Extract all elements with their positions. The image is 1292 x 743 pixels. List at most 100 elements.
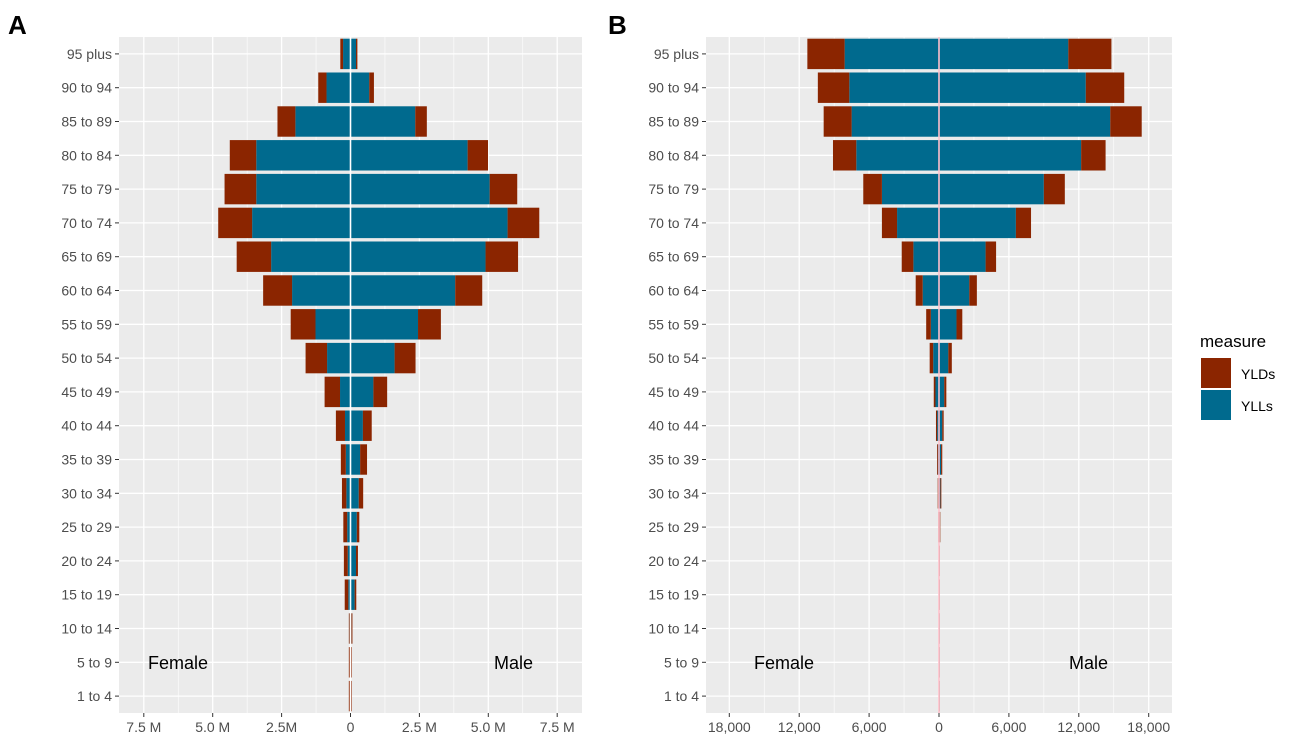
x-tick-label: 0 [935,719,943,735]
bar-ylds-female [236,241,272,272]
panel-a-x-tick-labels: 7.5 M 5.0 M 2.5M 0 2.5 M 5.0 M 7.5 M [126,713,575,735]
panel-a-letter: A [8,10,27,40]
bar-ylls-male [939,275,970,306]
bar-ylls-female [347,511,351,543]
bar-ylls-female [348,579,351,610]
bar-ylls-male [939,106,1111,137]
y-tick-label: 15 to 19 [61,587,112,603]
y-tick-label: 70 to 74 [648,215,699,231]
bar-ylds-female [224,173,257,205]
bar-ylls-female [935,376,939,408]
y-tick-label: 10 to 14 [61,621,112,637]
bar-ylls-male [350,342,395,374]
bar-ylls-female [344,410,351,441]
bar-ylls-male [350,207,508,239]
bar-ylds-female [343,545,348,577]
bar-ylls-female [271,241,351,272]
bar-ylds-female [344,579,349,610]
bar-ylds-male [351,680,352,712]
bar-ylls-male [350,275,456,306]
bar-ylls-female [347,545,351,577]
x-tick-label: 0 [347,719,355,735]
bar-ylls-male [939,72,1086,103]
panel-a: 1 to 4 5 to 9 10 to 14 15 to 19 20 to 24 25 t… [8,10,582,735]
y-tick-label: 5 to 9 [77,654,112,670]
y-tick-label: 30 to 34 [648,485,699,501]
bar-ylls-male [350,511,357,543]
bar-ylds-female [937,444,938,475]
y-tick-label: 45 to 49 [648,384,699,400]
legend: measure YLDs YLLs [1200,332,1275,420]
bar-ylds-male [394,342,416,374]
bar-ylls-female [881,173,939,205]
bar-ylls-male [350,106,416,137]
bar-ylls-male [350,410,363,441]
bar-ylds-female [290,309,316,340]
y-tick-label: 90 to 94 [648,80,699,96]
bar-ylls-female [346,478,351,509]
y-tick-label: 60 to 64 [61,283,112,299]
bar-ylds-female [277,106,296,137]
bar-ylls-female [340,376,351,408]
bar-ylds-male [362,410,372,441]
bar-ylls-male [350,140,468,171]
y-tick-label: 5 to 9 [664,654,699,670]
y-tick-label: 65 to 69 [648,249,699,265]
bar-ylds-male [489,173,518,205]
y-tick-label: 10 to 14 [648,621,699,637]
bar-ylls-male [939,207,1016,239]
bar-ylls-female [922,275,939,306]
y-tick-label: 25 to 29 [61,519,112,535]
bar-ylds-male [942,410,944,441]
panel-b: 1 to 4 5 to 9 10 to 14 15 to 19 20 to 24 25 t… [608,10,1172,735]
bar-ylls-female [851,106,939,137]
bar-ylls-male [350,444,361,475]
bar-ylds-male [485,241,519,272]
y-tick-label: 50 to 54 [648,350,699,366]
bar-ylds-male [354,579,357,610]
bar-ylds-female [340,38,344,70]
bar-ylds-female [348,613,350,644]
bar-ylds-male [1043,173,1065,205]
bar-ylls-male [350,309,419,340]
bar-ylds-female [343,511,348,543]
bar-ylls-male [939,444,942,475]
bar-ylls-female [315,309,351,340]
bar-ylds-female [318,72,327,103]
bar-ylds-male [467,140,489,171]
bar-ylls-female [326,72,351,103]
bar-ylds-male [985,241,997,272]
bar-ylds-male [455,275,483,306]
bar-ylds-female [341,478,347,509]
bar-ylls-female [345,444,351,475]
bar-ylds-male [360,444,368,475]
bar-ylds-female [348,680,350,712]
bar-ylds-male [351,613,353,644]
y-tick-label: 50 to 54 [61,350,112,366]
bar-ylls-male [350,545,357,577]
bar-ylls-female [292,275,351,306]
bar-ylds-male [944,376,947,408]
legend-label-ylds: YLDs [1241,366,1275,382]
legend-swatch-ylds [1201,358,1231,388]
bar-ylls-male [350,579,355,610]
bar-ylds-female [817,72,850,103]
panel-a-y-tick-labels: 1 to 4 5 to 9 10 to 14 15 to 19 20 to 24 25 t… [61,46,119,704]
bar-ylds-male [969,275,977,306]
bar-ylls-female [256,140,351,171]
bar-ylls-female [256,173,351,205]
y-tick-label: 70 to 74 [61,215,112,231]
y-tick-label: 25 to 29 [648,519,699,535]
y-tick-label: 30 to 34 [61,485,112,501]
x-tick-label: 18,000 [708,719,751,735]
y-tick-label: 15 to 19 [648,587,699,603]
y-tick-label: 85 to 89 [61,114,112,130]
bar-ylls-male [939,173,1044,205]
bar-ylds-male [356,511,360,543]
bar-ylds-male [351,647,352,678]
panel-a-female-label: Female [148,653,208,673]
panel-b-female-label: Female [754,653,814,673]
y-tick-label: 1 to 4 [664,688,699,704]
legend-label-ylls: YLLs [1241,398,1273,414]
